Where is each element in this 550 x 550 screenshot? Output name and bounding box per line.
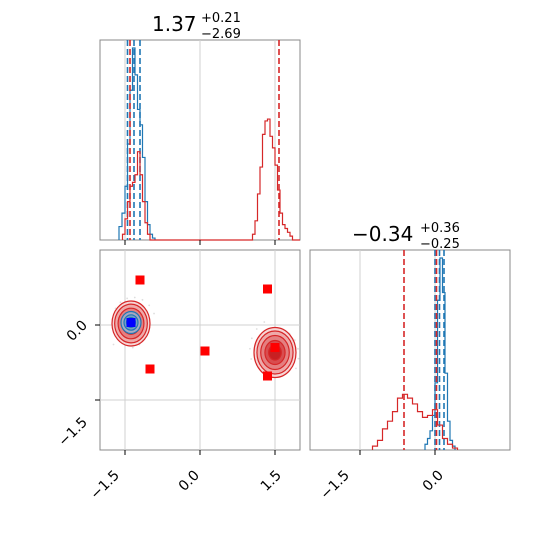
- marker-5: [263, 371, 272, 381]
- sample-point: [295, 367, 297, 370]
- sample-point: [249, 347, 251, 350]
- sample-point: [148, 304, 151, 307]
- marker-1: [263, 284, 272, 294]
- sample-point: [250, 337, 253, 340]
- marker-2: [200, 346, 210, 356]
- hist-x-title-sub: −2.69: [201, 27, 241, 42]
- hist-y-title-sup: +0.36: [420, 221, 460, 236]
- marker-0: [135, 275, 145, 285]
- ytick-label-2: −1.5: [55, 415, 90, 450]
- sample-point: [297, 357, 300, 360]
- sample-point: [297, 347, 299, 350]
- sample-point: [126, 297, 129, 300]
- sample-point: [263, 321, 266, 323]
- hist-step-1: [371, 393, 459, 450]
- sample-point: [293, 339, 296, 342]
- xtick-label-1: −1.5: [87, 468, 122, 503]
- hist-x-plot: [118, 40, 300, 245]
- sample-point: [112, 343, 115, 346]
- marker-3: [270, 343, 280, 352]
- sample-point: [119, 301, 122, 304]
- xtick-label-3: 1.5: [258, 468, 285, 495]
- sample-point: [133, 296, 136, 299]
- ytick-hist-label-2: 0.0: [420, 468, 447, 495]
- marker-6: [126, 318, 136, 327]
- hist-step-0: [118, 47, 156, 240]
- sample-point: [141, 298, 144, 301]
- hist-x-panel: 1.37 +0.21 −2.69: [99, 11, 301, 245]
- scatter-xy-panel: −1.5 0.0 1.5 0.0 −1.5: [55, 249, 301, 503]
- sample-point: [255, 328, 258, 330]
- hist-y-title: −0.34: [352, 222, 413, 246]
- ytick-hist-label-1: −1.5: [317, 468, 352, 503]
- hist-y-plot: [359, 250, 459, 455]
- ytick-label-1: 0.0: [64, 318, 91, 345]
- scatter-xy-plot: [95, 250, 300, 455]
- xtick-label-2: 0.0: [176, 468, 203, 495]
- hist-y-panel: −0.34 +0.36 −0.25 −1.5 0.0: [309, 221, 511, 503]
- hist-x-title-sup: +0.21: [201, 11, 241, 26]
- sample-point: [131, 346, 134, 349]
- hist-x-title: 1.37: [152, 12, 197, 36]
- sample-point: [153, 312, 155, 315]
- marker-4: [145, 364, 155, 374]
- sample-point: [250, 358, 253, 360]
- hist-step-1: [121, 118, 300, 241]
- hist-y-title-sub: −0.25: [420, 237, 460, 252]
